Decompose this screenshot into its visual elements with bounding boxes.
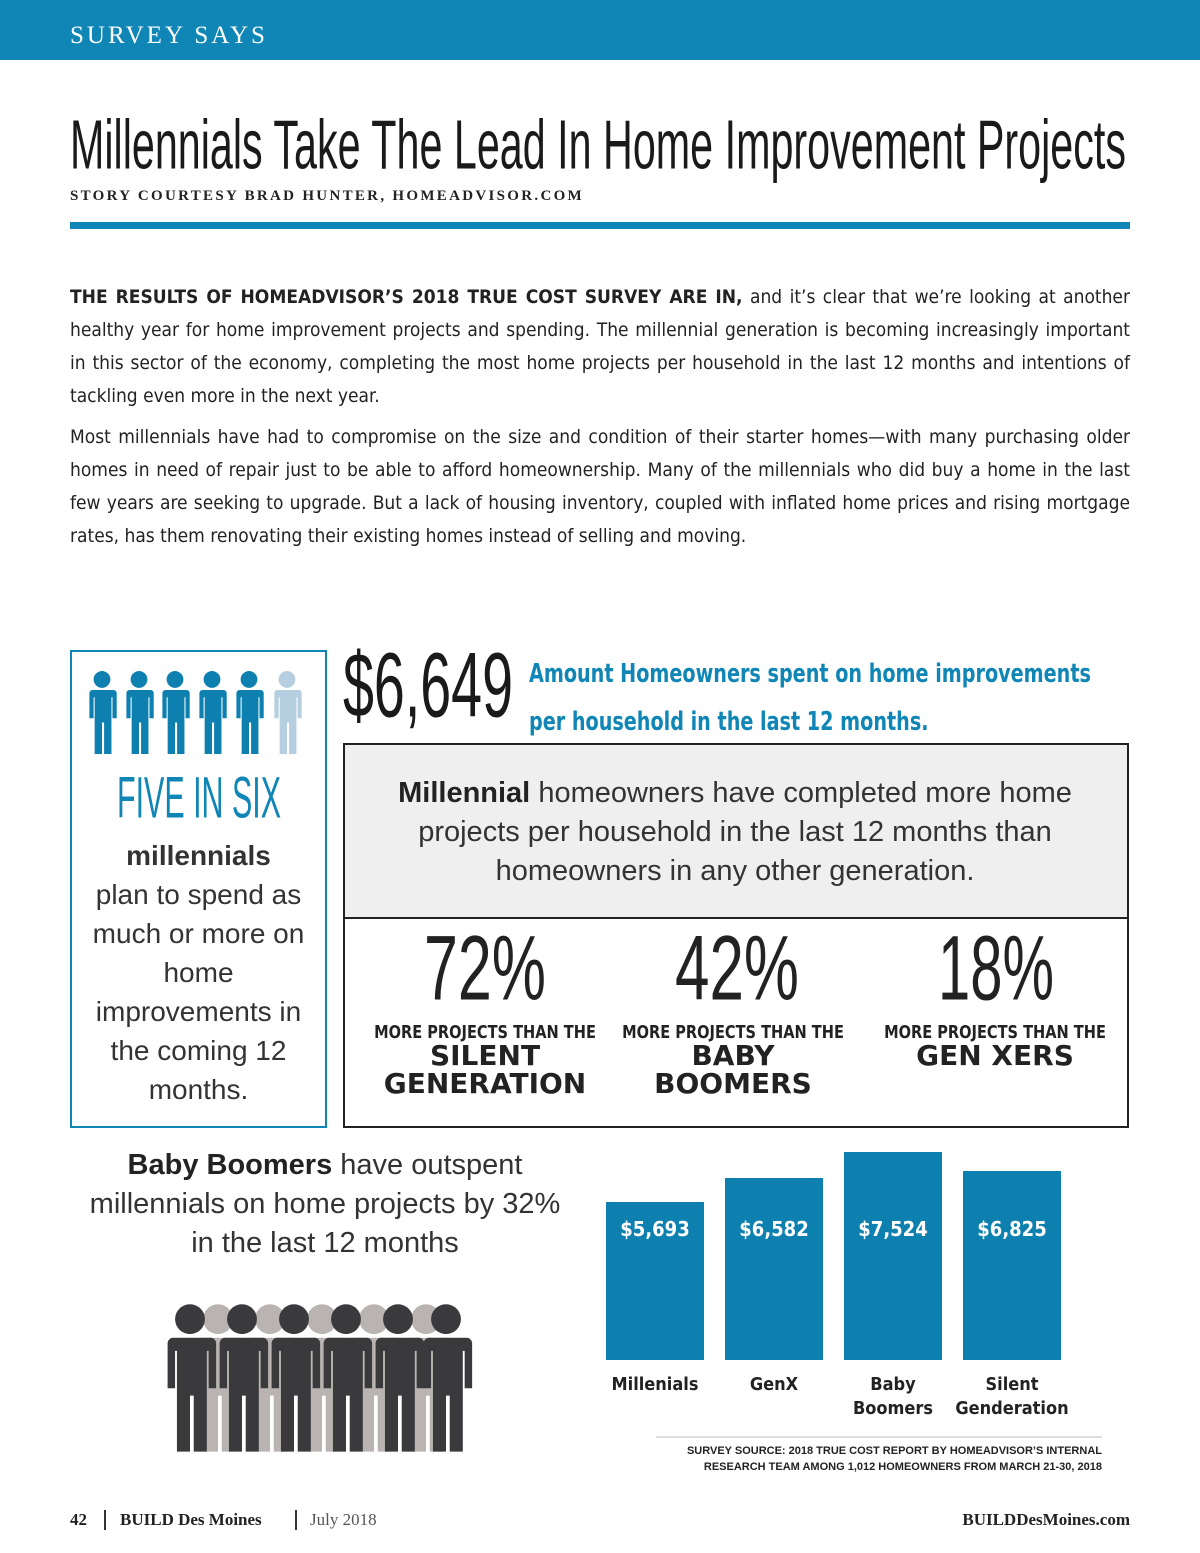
bar xyxy=(606,1202,704,1360)
bar-value-label: $6,582 xyxy=(739,1217,809,1241)
title: Millennials Take The Lead In Home Improv… xyxy=(70,105,1126,183)
bar-category-label: Silent Genderation xyxy=(955,1374,1069,1419)
five-box xyxy=(70,650,327,1128)
stat-prefix: MORE PROJECTS THAN THE xyxy=(622,1022,844,1043)
stat-prefix: MORE PROJECTS THAN THE xyxy=(374,1022,596,1043)
bar xyxy=(963,1170,1061,1360)
five-bold: millennials xyxy=(126,840,271,871)
icon xyxy=(162,671,190,754)
icon xyxy=(199,671,227,754)
paragraph: THE RESULTS OF HOMEADVISOR’S 2018 TRUE C… xyxy=(70,281,1130,413)
article: THE RESULTS OF HOMEADVISOR’S 2018 TRUE C… xyxy=(70,281,1130,561)
amount-caption: Amount Homeowners spent on home improvem… xyxy=(529,659,1091,737)
text: and it’s clear that we’re looking at ano… xyxy=(70,286,1130,407)
bar-value-label: $7,524 xyxy=(858,1217,928,1241)
stat-percent: 42% xyxy=(675,917,799,1019)
stat-group: SILENT GENERATION xyxy=(383,1039,587,1100)
bar xyxy=(844,1151,942,1360)
stat-percent: 18% xyxy=(938,917,1054,1019)
icon xyxy=(236,671,264,754)
stat-percent: 72% xyxy=(424,917,546,1019)
paragraph: Most millennials have had to compromise … xyxy=(70,426,1130,547)
bar xyxy=(725,1177,823,1360)
stat-prefix: MORE PROJECTS THAN THE xyxy=(884,1022,1106,1043)
projects-box xyxy=(343,743,1129,1128)
amount: $6,649 xyxy=(343,634,513,736)
page-number: 42 xyxy=(70,1510,87,1529)
icon xyxy=(274,671,302,754)
millennial-icons xyxy=(89,671,302,754)
five-headline: FIVE IN SIX xyxy=(117,765,281,830)
source: SURVEY SOURCE: 2018 TRUE COST REPORT BY … xyxy=(686,1445,1102,1473)
people-icons xyxy=(167,1304,473,1452)
bar-category-label: Millenials xyxy=(611,1374,699,1395)
bar-category-label: GenX xyxy=(749,1374,799,1395)
top-band xyxy=(0,0,1200,60)
bar-value-label: $6,825 xyxy=(977,1217,1047,1241)
projects-box-shade xyxy=(344,744,1128,918)
projects-bold: Millennial xyxy=(398,777,531,809)
five-text: millennials plan to spend as much or mor… xyxy=(90,836,307,1109)
byline: STORY COURTESY BRAD HUNTER, HOMEADVISOR.… xyxy=(70,188,584,204)
outspent-body: have outspent millennials on home projec… xyxy=(89,1149,561,1259)
publication: BUILD Des Moines xyxy=(120,1510,262,1529)
outspent-bold: Baby Boomers xyxy=(127,1149,333,1181)
stat-group: GEN XERS xyxy=(916,1039,1074,1072)
projects-text: Millennial homeowners have completed mor… xyxy=(380,774,1090,891)
five-body: plan to spend as much or more on home im… xyxy=(92,879,305,1105)
lead: THE RESULTS OF HOMEADVISOR’S 2018 TRUE C… xyxy=(70,286,743,308)
icon xyxy=(89,671,117,754)
outspent-text: Baby Boomers have outspent millennials o… xyxy=(75,1146,575,1263)
stat-group: BABY BOOMERS xyxy=(654,1039,812,1100)
rule xyxy=(70,222,1130,229)
section-label: SURVEY SAYS xyxy=(70,22,268,49)
bar-category-label: Baby Boomers xyxy=(852,1374,934,1419)
website: BUILDDesMoines.com xyxy=(962,1510,1130,1529)
bar-value-label: $5,693 xyxy=(620,1217,690,1241)
icon xyxy=(126,671,154,754)
issue-date: July 2018 xyxy=(310,1510,377,1529)
projects-body: homeowners have completed more home proj… xyxy=(418,777,1072,887)
